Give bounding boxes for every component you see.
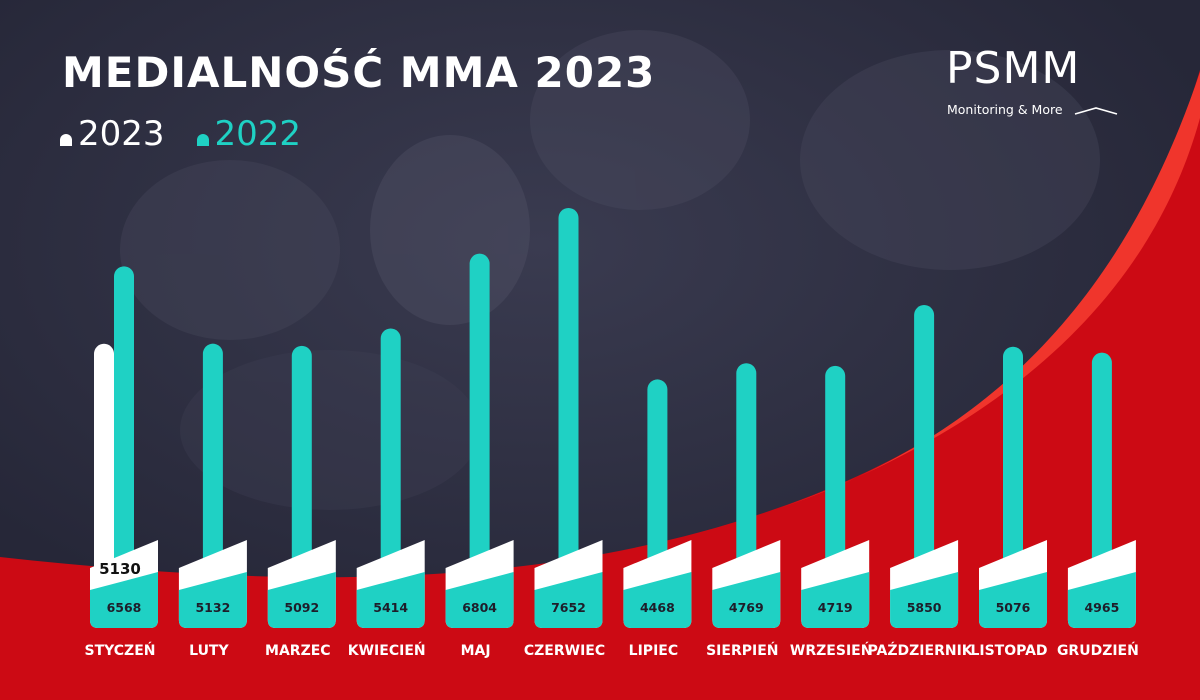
data-label-2022-month-2: 5132 [195, 600, 231, 615]
fighter-photo-silhouette [120, 30, 1100, 510]
data-label-2022-month-3: 5092 [284, 600, 320, 615]
legend-item-2023: 2023 [60, 112, 165, 156]
data-label-2022-month-7: 4468 [639, 600, 675, 615]
value-plate-base-month-7 [623, 572, 692, 628]
x-tick-label-month-10: PAŹDZIERNIK [867, 643, 973, 659]
value-plate-base-month-1 [90, 572, 158, 628]
bar-2022-month-5 [469, 253, 490, 622]
x-tick-label-month-7: LIPIEC [628, 643, 679, 659]
legend-label-2022: 2022 [214, 114, 302, 154]
x-tick-label-month-1: STYCZEŃ [84, 643, 156, 659]
value-plate-base-month-10 [890, 572, 959, 628]
data-label-2022-month-1: 6568 [106, 600, 142, 615]
data-label-2022-month-5: 6804 [462, 600, 497, 615]
data-label-2022-month-12: 4965 [1084, 600, 1120, 615]
x-tick-label-month-11: LISTOPAD [970, 643, 1048, 659]
value-plate-base-month-6 [534, 572, 603, 628]
x-tick-label-month-9: WRZESIEŃ [789, 643, 873, 659]
data-label-2022-month-6: 7652 [551, 600, 586, 615]
legend-label-2023: 2023 [78, 114, 165, 154]
legend-item-2022: 2022 [196, 112, 302, 156]
logo-name: PSMM [946, 43, 1081, 94]
logo-tagline: Monitoring & More [947, 102, 1063, 117]
value-plate-base-month-8 [712, 572, 781, 628]
value-plate-base-month-2 [178, 572, 247, 628]
x-tick-label-month-2: LUTY [189, 643, 229, 659]
bar-2022-month-1 [114, 266, 134, 622]
data-label-2023-month-1: 5130 [99, 560, 141, 578]
x-tick-label-month-3: MARZEC [265, 643, 331, 659]
value-plate-base-month-12 [1067, 572, 1136, 628]
legend-marker-2022-icon [196, 134, 209, 146]
value-plate-base-month-4 [356, 572, 425, 628]
data-label-2022-month-4: 5414 [373, 600, 409, 615]
logo-roof-icon [1074, 107, 1118, 115]
bar-series [90, 208, 1136, 628]
data-label-2022-month-10: 5850 [906, 600, 942, 615]
data-label-2022-month-9: 4719 [817, 600, 853, 615]
data-label-2022-month-11: 5076 [995, 600, 1031, 615]
legend: 2023 2022 [60, 112, 333, 156]
x-tick-label-month-5: MAJ [460, 643, 491, 659]
x-tick-label-month-4: KWIECIEŃ [347, 643, 426, 659]
logo: PSMM Monitoring & More [946, 44, 1126, 124]
data-label-2022-month-8: 4769 [728, 600, 764, 615]
legend-marker-2023-icon [60, 134, 72, 146]
value-plate-base-month-3 [267, 572, 336, 628]
bar-2023-month-1 [94, 343, 114, 620]
bar-2022-month-10 [914, 305, 935, 622]
x-tick-label-month-6: CZERWIEC [523, 643, 606, 659]
red-curve [0, 70, 1200, 700]
value-plate-base-month-5 [445, 572, 514, 628]
bar-2022-month-6 [558, 208, 579, 622]
chart-title: MEDIALNOŚĆ MMA 2023 [62, 48, 656, 97]
value-plate-base-month-9 [801, 572, 870, 628]
value-plate-base-month-11 [979, 572, 1047, 628]
bar-2022-month-4 [380, 328, 401, 622]
x-tick-label-month-8: SIERPIEŃ [706, 643, 779, 659]
x-tick-label-month-12: GRUDZIEŃ [1056, 643, 1139, 659]
